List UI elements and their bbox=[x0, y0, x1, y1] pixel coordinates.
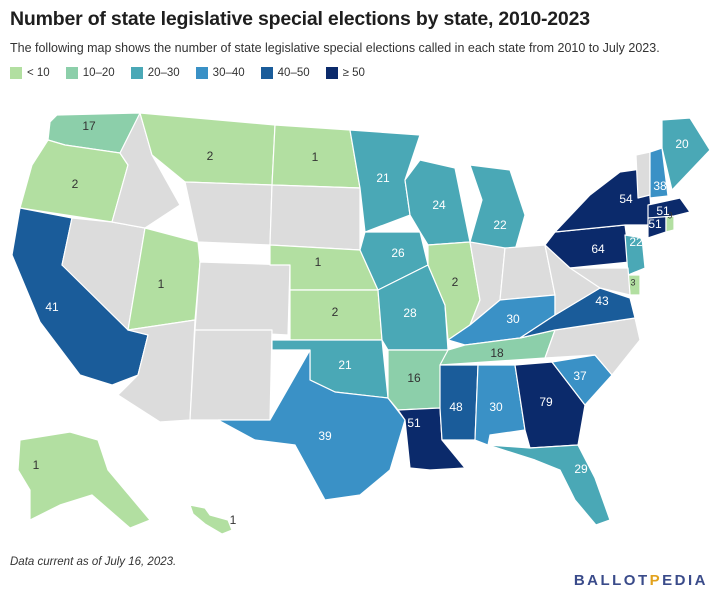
state-fl bbox=[487, 444, 611, 526]
state-label-al: 30 bbox=[489, 400, 503, 414]
footnote: Data current as of July 16, 2023. bbox=[10, 556, 177, 568]
legend-swatch bbox=[260, 67, 273, 79]
state-ma bbox=[647, 197, 691, 219]
legend-swatch bbox=[130, 67, 143, 79]
legend-item-30-40: 30–40 bbox=[195, 67, 245, 79]
state-label-tx: 39 bbox=[318, 429, 332, 443]
state-label-ut: 1 bbox=[158, 277, 165, 291]
legend-label: 30–40 bbox=[212, 67, 245, 79]
state-label-ca: 41 bbox=[45, 300, 59, 314]
legend-label: 10–20 bbox=[82, 67, 115, 79]
legend-label: 20–30 bbox=[147, 67, 180, 79]
legend-label: 40–50 bbox=[277, 67, 310, 79]
legend-swatch bbox=[195, 67, 208, 79]
legend-item-20-30: 20–30 bbox=[130, 67, 180, 79]
state-label-nh: 38 bbox=[653, 179, 667, 193]
state-label-ny: 54 bbox=[619, 192, 633, 206]
state-ms bbox=[439, 364, 479, 441]
state-label-mi: 22 bbox=[493, 218, 507, 232]
state-label-nd: 1 bbox=[312, 150, 319, 164]
state-label-me: 20 bbox=[675, 137, 689, 151]
state-label-de: 3 bbox=[630, 277, 635, 287]
state-label-ri: 9 bbox=[667, 210, 672, 220]
state-label-mn: 21 bbox=[376, 171, 390, 185]
state-label-ga: 79 bbox=[539, 395, 553, 409]
state-ak bbox=[17, 431, 151, 529]
state-label-ks: 2 bbox=[332, 305, 339, 319]
legend: < 10 10–20 20–30 30–40 40–50 ≥ 50 bbox=[10, 67, 365, 79]
state-wy bbox=[184, 181, 273, 246]
state-label-ne: 1 bbox=[315, 255, 322, 269]
state-label-nj: 22 bbox=[629, 235, 643, 249]
state-co bbox=[194, 261, 291, 336]
state-label-va: 43 bbox=[595, 294, 609, 308]
state-label-ky: 30 bbox=[506, 312, 520, 326]
state-nm bbox=[189, 329, 273, 421]
us-map: 17 2 41 2 1 1 1 2 21 39 21 26 28 16 51 24 2 22 30 18 48 30 79 2… bbox=[0, 88, 720, 548]
state-label-ak: 1 bbox=[33, 458, 40, 472]
state-label-hi: 1 bbox=[230, 513, 237, 527]
state-label-ma: 51 bbox=[656, 204, 670, 218]
legend-item-40-50: 40–50 bbox=[260, 67, 310, 79]
state-nh bbox=[649, 147, 669, 199]
state-label-ms: 48 bbox=[449, 400, 463, 414]
legend-swatch bbox=[10, 67, 22, 79]
state-label-pa: 64 bbox=[591, 242, 605, 256]
state-label-ct: 51 bbox=[648, 217, 662, 231]
state-label-il: 2 bbox=[452, 275, 459, 289]
legend-swatch bbox=[65, 67, 78, 79]
state-label-tn: 18 bbox=[490, 346, 504, 360]
state-sd bbox=[269, 184, 361, 251]
state-label-wi: 24 bbox=[432, 198, 446, 212]
state-label-or: 2 bbox=[72, 177, 79, 191]
state-nj bbox=[624, 234, 646, 276]
legend-label: < 10 bbox=[27, 67, 50, 79]
state-tx bbox=[217, 349, 406, 501]
map-subtitle: The following map shows the number of st… bbox=[10, 41, 660, 55]
state-label-ia: 26 bbox=[391, 246, 405, 260]
legend-label: ≥ 50 bbox=[342, 67, 365, 79]
state-label-ok: 21 bbox=[338, 358, 352, 372]
state-hi bbox=[189, 504, 233, 535]
state-vt bbox=[635, 151, 651, 199]
state-label-mo: 28 bbox=[403, 306, 417, 320]
state-label-mt: 2 bbox=[207, 149, 214, 163]
legend-item-lt10: < 10 bbox=[10, 67, 50, 79]
state-label-la: 51 bbox=[407, 416, 421, 430]
legend-swatch bbox=[325, 67, 338, 79]
state-label-wa: 17 bbox=[82, 119, 96, 133]
state-md bbox=[569, 267, 631, 296]
ballotpedia-logo: BALLOTPEDIA bbox=[573, 572, 708, 589]
map-title: Number of state legislative special elec… bbox=[10, 8, 590, 30]
state-label-ar: 16 bbox=[407, 371, 421, 385]
legend-item-10-20: 10–20 bbox=[65, 67, 115, 79]
state-label-sc: 37 bbox=[573, 369, 587, 383]
legend-item-gte50: ≥ 50 bbox=[325, 67, 365, 79]
state-label-fl: 29 bbox=[574, 462, 588, 476]
state-mi bbox=[469, 164, 526, 251]
state-me bbox=[661, 117, 711, 191]
